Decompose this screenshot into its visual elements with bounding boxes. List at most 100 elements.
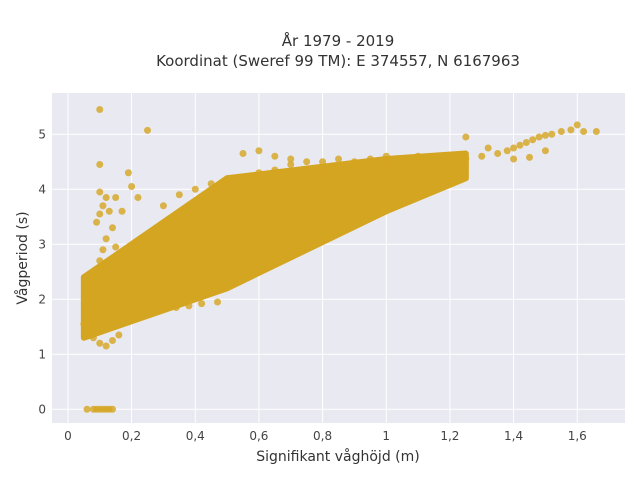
x-tick-label: 1,4	[504, 429, 523, 443]
data-point	[124, 169, 132, 177]
chart-title-line2: Koordinat (Sweref 99 TM): E 374557, N 61…	[156, 52, 520, 70]
data-point	[134, 194, 142, 201]
data-point	[510, 155, 518, 163]
data-point	[592, 128, 600, 135]
data-point	[159, 251, 167, 259]
data-point	[494, 150, 502, 157]
data-point	[350, 163, 358, 171]
data-point	[89, 284, 97, 292]
data-points	[80, 106, 600, 413]
x-tick-label: 0,2	[122, 429, 141, 443]
data-point	[128, 284, 136, 292]
data-point	[573, 121, 581, 129]
x-tick-label: 1,2	[440, 429, 459, 443]
data-point	[93, 273, 101, 281]
data-point	[89, 317, 97, 325]
x-tick-label: 0,6	[249, 429, 268, 443]
data-point	[319, 158, 327, 166]
data-point	[96, 339, 104, 347]
data-point	[89, 334, 97, 342]
x-tick-label: 1	[382, 429, 390, 443]
data-point	[350, 177, 358, 185]
data-point	[446, 158, 454, 166]
data-point	[96, 210, 104, 218]
y-tick-label: 4	[38, 182, 46, 196]
data-point	[99, 202, 107, 210]
data-point	[191, 224, 199, 232]
data-point	[462, 155, 470, 163]
data-point	[271, 166, 279, 174]
data-point	[134, 306, 142, 314]
data-point	[80, 320, 88, 328]
data-point	[144, 268, 151, 276]
data-point	[271, 152, 279, 160]
data-point	[239, 199, 247, 207]
data-point	[83, 306, 91, 314]
data-point	[522, 139, 530, 146]
data-point	[115, 331, 123, 339]
data-point	[462, 133, 470, 141]
data-point	[83, 405, 91, 413]
data-point	[414, 152, 422, 160]
data-point	[214, 298, 222, 306]
data-point	[159, 202, 167, 210]
data-point	[541, 131, 549, 139]
data-point	[239, 174, 247, 182]
data-point	[112, 194, 120, 201]
data-point	[96, 161, 104, 168]
data-point	[108, 405, 116, 413]
data-point	[335, 155, 342, 163]
data-point	[366, 155, 374, 163]
data-point	[430, 172, 438, 179]
data-point	[580, 128, 588, 135]
x-tick-label: 0,4	[186, 429, 205, 443]
y-tick-label: 1	[38, 347, 46, 361]
data-point	[175, 191, 183, 199]
data-point	[548, 130, 556, 138]
y-tick-label: 0	[38, 402, 46, 416]
y-axis-label: Vågperiod (s)	[14, 211, 31, 304]
y-tick-label: 3	[38, 237, 46, 251]
data-point	[319, 185, 327, 193]
data-point	[382, 152, 390, 160]
data-point	[557, 128, 565, 135]
data-point	[207, 180, 215, 188]
data-point	[529, 136, 537, 144]
data-point	[96, 188, 104, 196]
y-tick-label: 5	[38, 127, 46, 141]
data-point	[335, 180, 342, 188]
data-point	[144, 126, 151, 134]
data-point	[93, 218, 101, 226]
data-point	[484, 144, 492, 152]
data-point	[102, 342, 110, 350]
data-point	[382, 172, 390, 179]
x-tick-label: 0,8	[313, 429, 332, 443]
data-point	[96, 265, 104, 273]
data-point	[366, 174, 374, 182]
data-point	[510, 144, 518, 152]
data-point	[105, 207, 113, 215]
data-point	[255, 147, 263, 155]
data-point	[478, 152, 486, 160]
x-axis-label: Signifikant våghöjd (m)	[256, 448, 419, 465]
data-point	[175, 238, 183, 245]
data-point	[108, 337, 116, 344]
tick-labels: 0 0,2 0,4 0,6 0,8 1 1,2 1,4 1,6 0 1 2 3 4 5	[38, 127, 586, 443]
data-point	[287, 155, 295, 163]
data-point	[112, 243, 120, 251]
data-point	[239, 150, 247, 157]
data-point	[303, 158, 311, 166]
data-point	[96, 257, 104, 265]
data-point	[121, 309, 129, 317]
data-point	[287, 196, 295, 204]
data-point	[102, 194, 110, 201]
data-point	[223, 207, 231, 215]
data-point	[516, 141, 524, 149]
data-point	[398, 158, 406, 166]
x-tick-label: 0	[64, 429, 72, 443]
data-point	[287, 161, 295, 168]
data-point	[118, 207, 126, 215]
y-tick-label: 2	[38, 292, 46, 306]
data-point	[86, 326, 94, 333]
data-point	[191, 185, 199, 193]
